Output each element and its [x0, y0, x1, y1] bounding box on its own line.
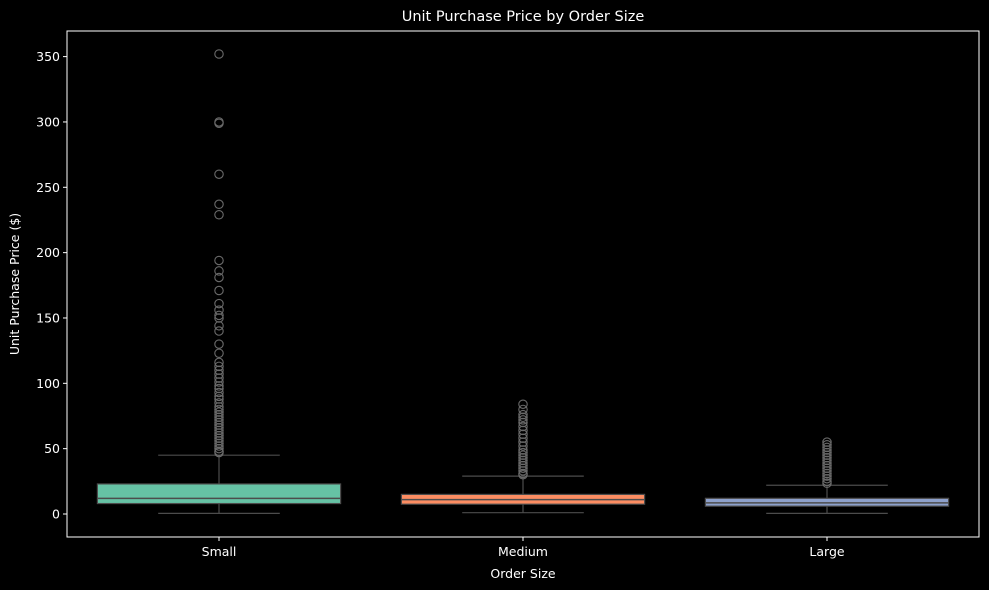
y-tick-label: 150 — [36, 310, 60, 325]
x-tick-label: Medium — [498, 544, 548, 559]
y-tick-label: 200 — [36, 245, 60, 260]
x-tick-label: Large — [809, 544, 844, 559]
y-tick-label: 50 — [44, 441, 60, 456]
y-axis-title: Unit Purchase Price ($) — [7, 213, 22, 355]
chart-title: Unit Purchase Price by Order Size — [402, 9, 645, 25]
y-tick-label: 300 — [36, 114, 60, 129]
box-iqr — [97, 484, 340, 504]
y-tick-label: 0 — [52, 507, 60, 522]
x-tick-label: Small — [202, 544, 237, 559]
x-axis-title: Order Size — [490, 566, 555, 581]
y-tick-label: 250 — [36, 180, 60, 195]
y-tick-label: 100 — [36, 376, 60, 391]
y-tick-label: 350 — [36, 49, 60, 64]
